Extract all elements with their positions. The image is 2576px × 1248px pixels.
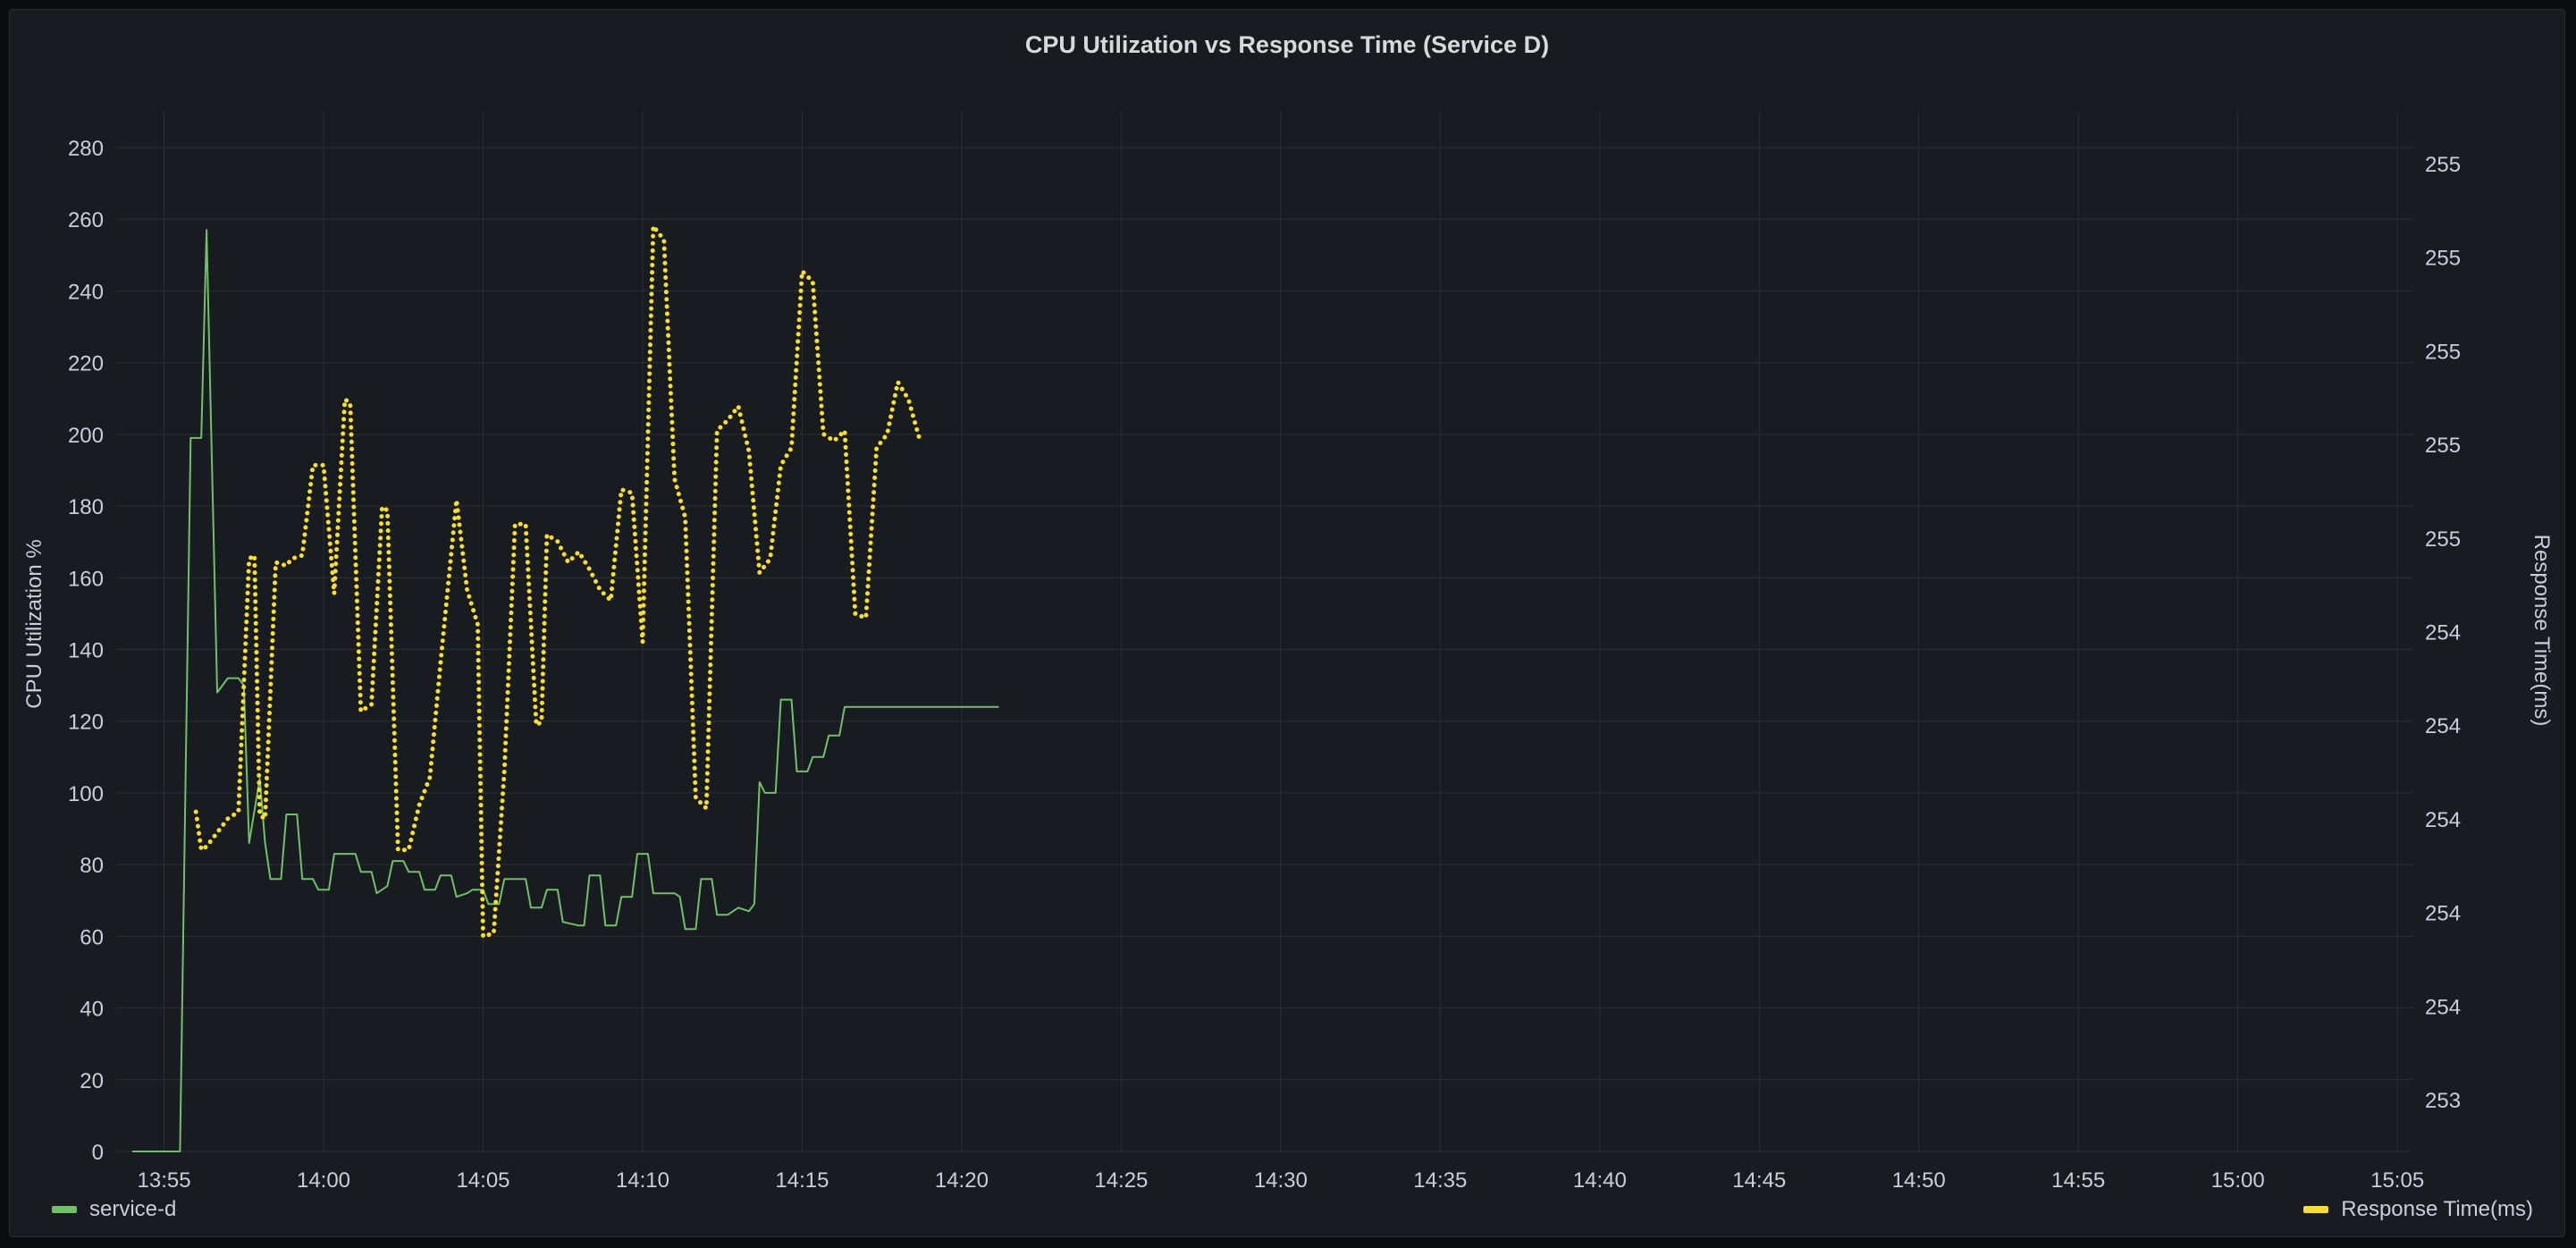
y-left-tick-label: 260 (68, 208, 104, 232)
y-right-tick-label: 255 (2425, 247, 2461, 271)
x-tick-label: 14:15 (775, 1168, 829, 1193)
x-tick-label: 14:00 (297, 1168, 350, 1193)
y-right-tick-label: 255 (2425, 153, 2461, 177)
y-right-tick-label: 254 (2425, 714, 2461, 738)
y-left-tick-label: 120 (68, 711, 104, 735)
y-left-tick-label: 180 (68, 495, 104, 519)
series-line-response-time (193, 223, 927, 940)
y-right-axis-label: Response Time(ms) (2530, 535, 2554, 727)
series-line-cpu (131, 229, 999, 1152)
panel-title: CPU Utilization vs Response Time (Servic… (1024, 31, 1550, 58)
x-tick-label: 13:55 (138, 1168, 191, 1193)
y-left-tick-label: 20 (80, 1069, 104, 1093)
y-left-tick-label: 240 (68, 280, 104, 304)
y-right-tick-label: 255 (2425, 434, 2461, 458)
legend-swatch-cpu (52, 1206, 77, 1213)
y-left-tick-label: 220 (68, 352, 104, 376)
y-right-tick-label: 254 (2425, 995, 2461, 1019)
x-tick-label: 14:25 (1094, 1168, 1148, 1193)
x-tick-label: 15:00 (2211, 1168, 2265, 1193)
x-tick-label: 14:40 (1573, 1168, 1627, 1193)
y-left-tick-label: 80 (80, 854, 104, 878)
y-left-tick-label: 280 (68, 137, 104, 161)
y-left-tick-label: 140 (68, 639, 104, 663)
grid-layer (116, 112, 2413, 1152)
y-left-tick-label: 0 (92, 1141, 104, 1165)
y-right-tick-label: 254 (2425, 621, 2461, 645)
y-left-axis-label: CPU Utilization % (22, 539, 46, 708)
legend-item-response-time[interactable]: Response Time(ms) (2303, 1197, 2533, 1222)
y-left-tick-label: 40 (80, 998, 104, 1022)
right-axis-ticks: 253 254 254 254 254 254 255 255 255 255 255 (2425, 153, 2461, 1113)
x-tick-label: 14:30 (1254, 1168, 1308, 1193)
y-right-tick-label: 255 (2425, 340, 2461, 364)
x-tick-label: 14:10 (616, 1168, 669, 1193)
left-axis-ticks: 0 20 40 60 80 100 120 140 160 180 200 220 240 260 280 (68, 137, 104, 1165)
y-right-tick-label: 253 (2425, 1089, 2461, 1113)
y-left-tick-label: 100 (68, 782, 104, 806)
x-axis-ticks: 13:55 14:00 14:05 14:10 14:15 14:20 14:25 14:30… (138, 1168, 2425, 1193)
x-tick-label: 14:45 (1732, 1168, 1786, 1193)
legend-item-cpu[interactable]: service-d (52, 1197, 176, 1222)
y-right-tick-label: 255 (2425, 527, 2461, 552)
legend-label-response-time: Response Time(ms) (2341, 1197, 2533, 1221)
y-left-tick-label: 200 (68, 424, 104, 448)
x-tick-label: 14:35 (1413, 1168, 1467, 1193)
legend-label-cpu: service-d (89, 1197, 177, 1221)
chart-panel: CPU Utilization vs Response Time (Servic… (9, 9, 2565, 1237)
x-tick-label: 15:05 (2370, 1168, 2424, 1193)
y-left-tick-label: 60 (80, 925, 104, 949)
series-layer (131, 223, 999, 1152)
y-left-tick-label: 160 (68, 567, 104, 591)
x-tick-label: 14:55 (2051, 1168, 2105, 1193)
y-right-tick-label: 254 (2425, 808, 2461, 832)
legend-swatch-response-time (2303, 1206, 2329, 1213)
x-tick-label: 14:05 (456, 1168, 509, 1193)
x-tick-label: 14:50 (1892, 1168, 1946, 1193)
x-tick-label: 14:20 (935, 1168, 989, 1193)
y-right-tick-label: 254 (2425, 902, 2461, 926)
